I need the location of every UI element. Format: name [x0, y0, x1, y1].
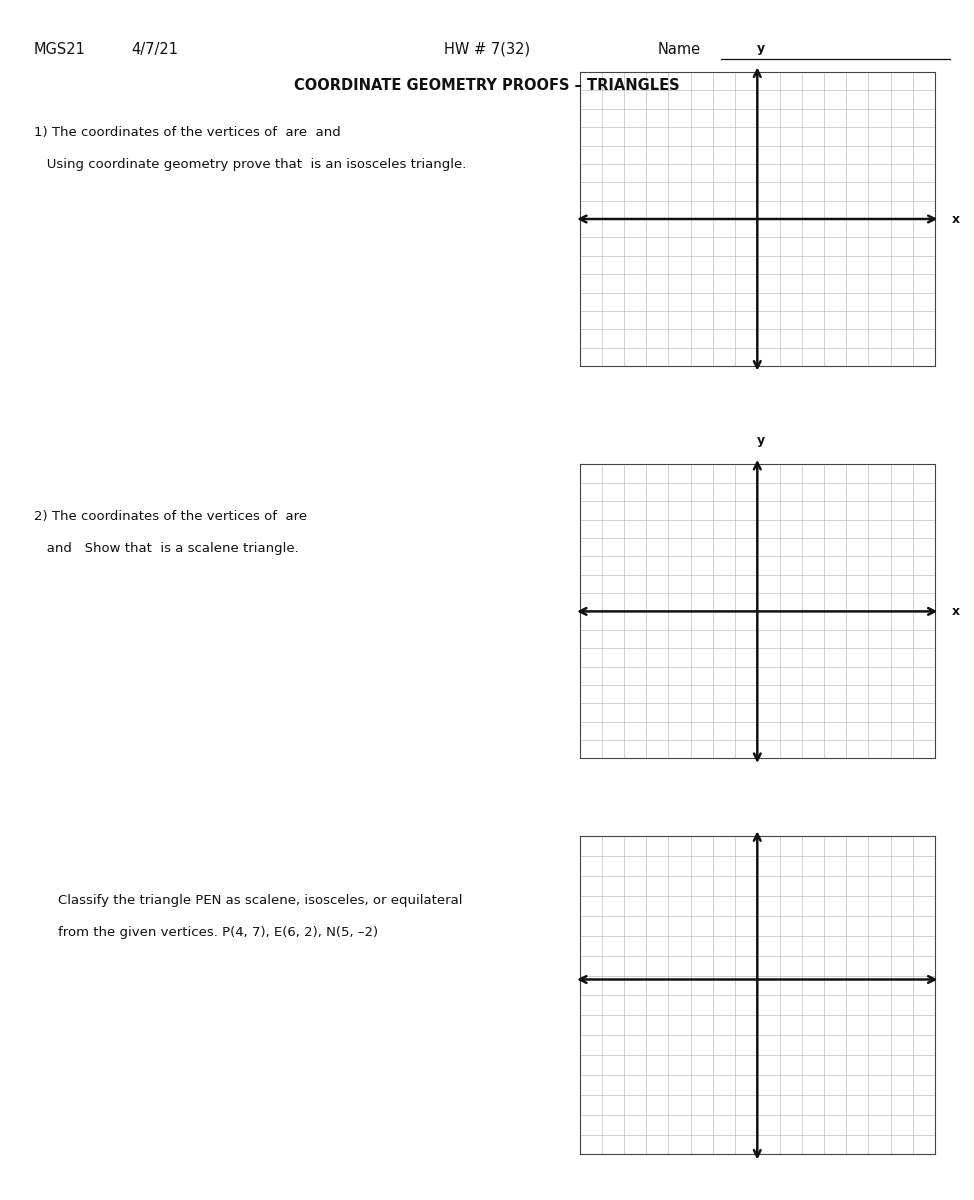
Text: from the given vertices. P(4, 7), E(6, 2), N(5, –2): from the given vertices. P(4, 7), E(6, 2… [58, 926, 379, 940]
Text: x: x [952, 212, 960, 226]
Text: COORDINATE GEOMETRY PROOFS – TRIANGLES: COORDINATE GEOMETRY PROOFS – TRIANGLES [294, 78, 680, 92]
Text: x: x [952, 605, 960, 618]
Text: y: y [757, 434, 766, 448]
Text: Name: Name [657, 42, 700, 56]
Text: 4/7/21: 4/7/21 [131, 42, 178, 56]
Text: and   Show that  is a scalene triangle.: and Show that is a scalene triangle. [34, 542, 299, 556]
Text: 1) The coordinates of the vertices of  are  and: 1) The coordinates of the vertices of ar… [34, 126, 341, 139]
Text: MGS21: MGS21 [34, 42, 86, 56]
Text: Classify the triangle PEN as scalene, isosceles, or equilateral: Classify the triangle PEN as scalene, is… [58, 894, 463, 907]
Text: y: y [757, 42, 766, 55]
Text: 2) The coordinates of the vertices of  are: 2) The coordinates of the vertices of ar… [34, 510, 307, 523]
Text: Using coordinate geometry prove that  is an isosceles triangle.: Using coordinate geometry prove that is … [34, 158, 467, 172]
Text: HW # 7(32): HW # 7(32) [444, 42, 530, 56]
